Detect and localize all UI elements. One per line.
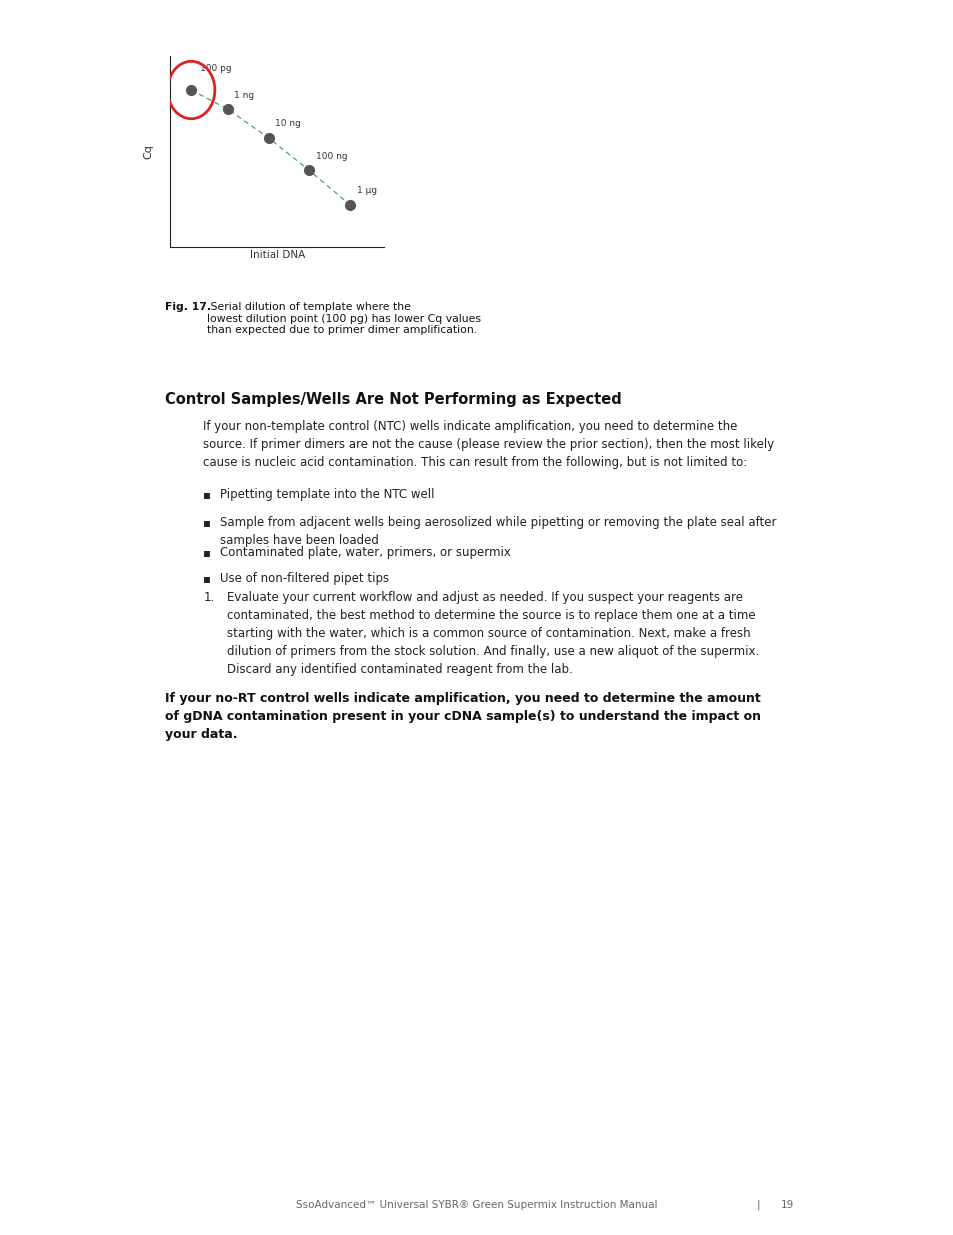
Text: If your no-RT control wells indicate amplification, you need to determine the am: If your no-RT control wells indicate amp… — [165, 692, 760, 741]
Text: 1 μg: 1 μg — [356, 186, 376, 195]
Text: ▪: ▪ — [203, 516, 211, 529]
Text: Cq: Cq — [143, 143, 153, 159]
Text: Pipetting template into the NTC well: Pipetting template into the NTC well — [220, 488, 435, 501]
Text: |: | — [756, 1199, 760, 1210]
Text: 100 pg: 100 pg — [200, 64, 232, 73]
Text: 1.: 1. — [203, 592, 214, 604]
Text: 10 ng: 10 ng — [274, 120, 300, 128]
Text: ▪: ▪ — [203, 488, 211, 501]
Text: SsoAdvanced™ Universal SYBR® Green Supermix Instruction Manual: SsoAdvanced™ Universal SYBR® Green Super… — [296, 1200, 657, 1210]
Text: ▪: ▪ — [203, 572, 211, 585]
Text: If your non-template control (NTC) wells indicate amplification, you need to det: If your non-template control (NTC) wells… — [203, 420, 774, 469]
Text: Contaminated plate, water, primers, or supermix: Contaminated plate, water, primers, or s… — [220, 546, 511, 559]
Text: Control Samples/Wells Are Not Performing as Expected: Control Samples/Wells Are Not Performing… — [165, 391, 621, 408]
Text: 19: 19 — [780, 1200, 793, 1210]
X-axis label: Initial DNA: Initial DNA — [250, 249, 304, 259]
Text: 1 ng: 1 ng — [234, 90, 254, 100]
Text: Serial dilution of template where the
lowest dilution point (100 pg) has lower C: Serial dilution of template where the lo… — [207, 303, 480, 335]
Text: Evaluate your current workflow and adjust as needed. If you suspect your reagent: Evaluate your current workflow and adjus… — [227, 592, 759, 676]
Text: Sample from adjacent wells being aerosolized while pipetting or removing the pla: Sample from adjacent wells being aerosol… — [220, 516, 776, 547]
Text: ▪: ▪ — [203, 546, 211, 559]
Text: Fig. 17.: Fig. 17. — [165, 303, 211, 312]
Text: Use of non-filtered pipet tips: Use of non-filtered pipet tips — [220, 572, 389, 585]
Text: 100 ng: 100 ng — [315, 152, 347, 161]
